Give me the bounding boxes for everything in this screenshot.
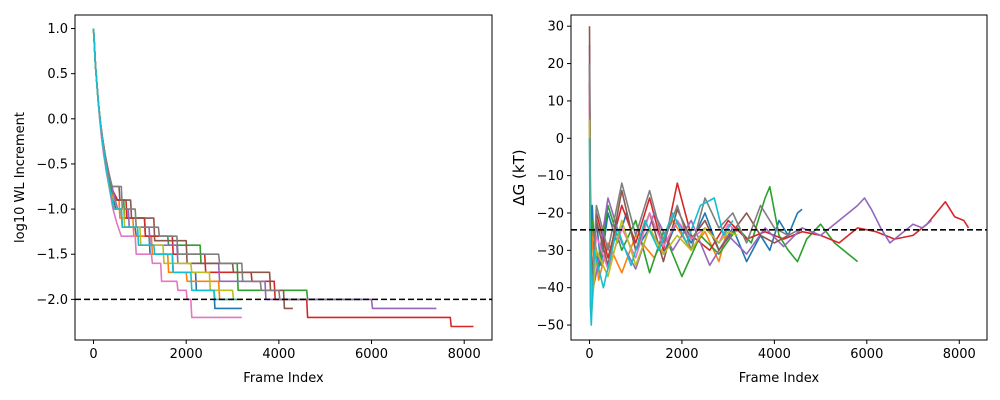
left-series-group [92,28,474,328]
right-x-tick-label: 2000 [665,347,698,362]
right-x-tick-label: 6000 [850,347,883,362]
left-x-tick-label: 0 [89,347,97,362]
right-series-line-5 [588,44,933,296]
right-y-tick-label: 10 [547,94,564,109]
left-x-ticks: 0 2000 4000 6000 8000 [89,340,481,362]
right-series-line-8 [588,63,803,308]
left-x-tick-label: 8000 [448,347,481,362]
right-y-tick-label: 30 [547,20,564,35]
right-x-tick-label: 8000 [943,347,976,362]
left-y-tick-label: −0.5 [36,157,68,172]
left-y-ticks: −2.0 −1.5 −1.0 −0.5 0.0 0.5 1.0 [36,22,75,308]
left-y-axis-label: log10 WL Increment [13,112,28,243]
left-y-tick-label: 0.0 [47,112,68,127]
left-y-tick-label: 1.0 [47,22,68,37]
left-x-tick-label: 6000 [355,347,388,362]
left-y-tick-label: −1.0 [36,203,68,218]
left-y-tick-label: −1.5 [36,248,68,263]
right-y-ticks: −50 −40 −30 −20 −10 0 10 20 30 [537,20,571,334]
left-plot-frame [74,14,493,341]
right-y-tick-label: −40 [537,281,564,296]
right-y-tick-label: 20 [547,57,564,72]
right-chart: 0 2000 4000 6000 8000 −50 −40 −30 −20 −10 0 10 20 30… [510,14,988,386]
right-plot-frame [570,14,988,341]
right-series-group [588,26,970,326]
right-y-tick-label: −10 [537,169,564,184]
right-series-line-3 [588,119,859,278]
left-y-tick-label: −2.0 [36,293,68,308]
right-x-tick-label: 4000 [758,347,791,362]
right-x-tick-label: 0 [585,347,593,362]
right-x-ticks: 0 2000 4000 6000 8000 [585,340,976,362]
right-y-tick-label: −20 [537,206,564,221]
right-y-tick-label: −30 [537,244,564,259]
right-y-axis-label: ΔG (kT) [510,149,528,205]
left-series-line-10 [92,28,238,301]
right-series-line-10 [588,138,734,326]
left-chart: 0 2000 4000 6000 8000 −2.0 −1.5 −1.0 −0.5 0.0 0.5… [13,14,493,386]
right-y-tick-label: −50 [537,319,564,334]
left-x-tick-label: 2000 [170,347,203,362]
left-x-axis-label: Frame Index [243,371,324,386]
left-y-tick-label: 0.5 [47,67,68,82]
right-series-line-4 [588,82,970,289]
right-x-axis-label: Frame Index [739,371,820,386]
right-y-tick-label: 0 [556,132,564,147]
left-x-tick-label: 4000 [262,347,295,362]
